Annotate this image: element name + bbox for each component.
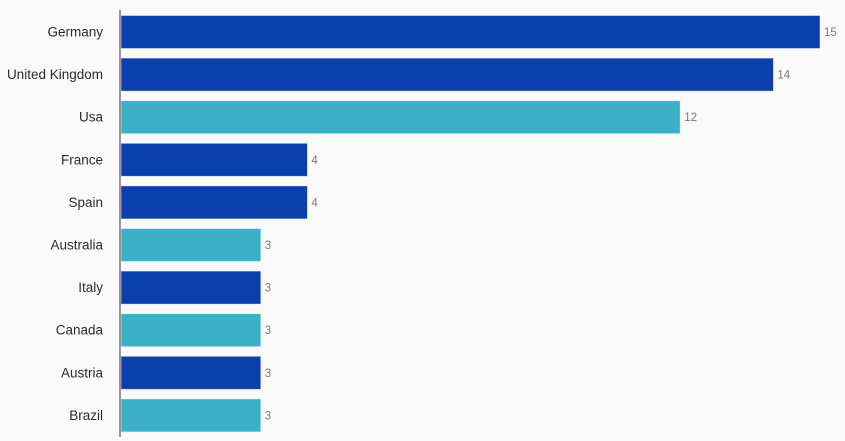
bar-germany bbox=[120, 15, 821, 49]
value-labels: 15 14 12 4 4 3 3 3 3 3 bbox=[265, 27, 837, 422]
value-label: 3 bbox=[265, 325, 271, 337]
bar-france bbox=[120, 142, 308, 177]
category-label: France bbox=[61, 152, 103, 167]
category-labels: Germany United Kingdom Usa France Spain Austr… bbox=[7, 25, 104, 423]
category-label: Australia bbox=[50, 238, 103, 253]
bar-australia bbox=[120, 228, 262, 262]
value-label: 14 bbox=[777, 70, 790, 82]
value-label: 3 bbox=[265, 283, 271, 295]
category-label: Italy bbox=[78, 280, 103, 295]
category-label: Canada bbox=[56, 323, 104, 338]
category-label: Brazil bbox=[69, 408, 103, 423]
value-label: 15 bbox=[824, 27, 837, 39]
category-label: United Kingdom bbox=[7, 67, 103, 82]
value-label: 3 bbox=[265, 410, 271, 422]
bar-usa bbox=[120, 100, 681, 135]
bar-united-kingdom bbox=[120, 57, 774, 92]
value-label: 4 bbox=[311, 155, 318, 167]
value-label: 3 bbox=[265, 240, 271, 252]
value-label: 12 bbox=[684, 112, 697, 124]
bar-italy bbox=[120, 270, 262, 305]
bar-brazil bbox=[120, 398, 262, 433]
bar-canada bbox=[120, 313, 262, 348]
bars-layer bbox=[120, 15, 821, 433]
bar-austria bbox=[120, 355, 262, 390]
category-label: Usa bbox=[79, 110, 103, 125]
value-label: 4 bbox=[311, 197, 318, 209]
category-label: Germany bbox=[47, 25, 103, 40]
bar-spain bbox=[120, 185, 308, 220]
category-label: Austria bbox=[61, 365, 104, 380]
value-label: 3 bbox=[265, 368, 271, 380]
category-label: Spain bbox=[68, 195, 103, 210]
